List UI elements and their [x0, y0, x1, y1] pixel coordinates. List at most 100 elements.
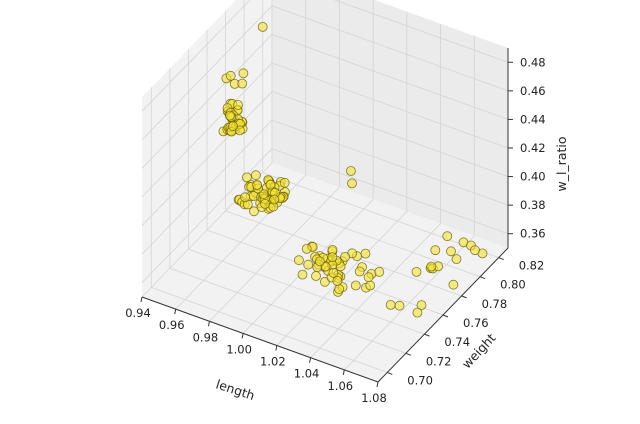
data-point [260, 198, 271, 209]
data-point [412, 307, 423, 318]
data-point [411, 266, 422, 277]
data-point [303, 259, 314, 270]
x-tick-label: 0.94 [125, 306, 151, 320]
data-point [265, 179, 276, 190]
y-tick [461, 295, 467, 299]
data-point [416, 300, 427, 311]
data-point [311, 271, 321, 281]
z-tick-label: 0.46 [520, 84, 546, 98]
z-grid-left [141, 91, 273, 226]
data-point [293, 255, 304, 266]
z-grid-back [271, 91, 509, 177]
x-tick-label: 1.04 [294, 367, 320, 381]
y-tick [405, 352, 412, 356]
data-point [269, 194, 280, 205]
data-point [225, 70, 236, 81]
z-axis-label: w_l_ratio [554, 136, 569, 191]
y-tick-label: 0.76 [463, 316, 489, 330]
z-tick-label: 0.40 [520, 170, 546, 184]
x-tick [207, 321, 210, 327]
data-point [332, 276, 343, 286]
y-tick [498, 257, 504, 261]
axis-ticks: 0.94 0.96 0.98 1.00 1.02 1.04 1.06 1.08 0.70 0.72… [125, 55, 545, 405]
y-tick-label: 0.80 [500, 278, 526, 292]
y-tick-label: 0.78 [482, 297, 508, 311]
z-grid-back [271, 119, 509, 206]
data-points [218, 21, 488, 318]
data-point [240, 192, 251, 203]
data-point [448, 279, 459, 290]
data-point [451, 254, 462, 265]
x-tick-label: 1.06 [327, 379, 353, 393]
data-point [327, 252, 338, 263]
data-point [249, 206, 259, 217]
data-point [297, 269, 308, 280]
y-tick-label: 0.72 [426, 354, 452, 368]
z-tick-label: 0.38 [520, 198, 546, 212]
x-tick [342, 369, 345, 375]
z-grid-left [141, 5, 273, 141]
data-point [233, 100, 243, 110]
x-tick [241, 333, 244, 339]
x-tick-label: 1.00 [226, 342, 252, 356]
data-point [238, 68, 249, 79]
data-point [301, 243, 312, 254]
data-point [334, 284, 345, 295]
z-grid-back [271, 5, 509, 92]
z-tick-label: 0.42 [520, 141, 546, 155]
z-grid-back [271, 34, 509, 120]
data-point [354, 266, 365, 277]
y-tick [424, 333, 430, 337]
z-tick-label: 0.48 [520, 55, 546, 69]
x-tick-label: 1.08 [361, 391, 387, 405]
z-tick-label: 0.36 [520, 227, 546, 241]
data-point [365, 280, 376, 291]
x-tick [174, 309, 177, 315]
data-point [394, 300, 405, 311]
data-point [360, 248, 371, 259]
data-point [228, 121, 238, 132]
data-point [314, 256, 325, 267]
z-grid-left [141, 0, 251, 112]
y-tick [479, 276, 486, 280]
data-point [350, 280, 361, 291]
z-grid-left [141, 62, 273, 198]
data-point [224, 110, 235, 121]
x-tick-label: 0.98 [193, 330, 219, 344]
y-grid-floor [151, 287, 388, 373]
z-grid-left [141, 148, 273, 283]
z-tick-label: 0.44 [520, 112, 546, 126]
y-grid-floor [188, 248, 425, 335]
data-point [241, 172, 252, 183]
axis-panes [142, 0, 508, 382]
data-point [470, 245, 480, 256]
x-tick [275, 345, 278, 351]
data-point [430, 245, 441, 256]
data-point [385, 299, 396, 310]
x-axis-line [141, 296, 379, 383]
data-point [340, 251, 351, 262]
data-point [426, 261, 437, 272]
z-grid-back [333, 0, 509, 63]
data-point [250, 170, 261, 181]
y-tick-label: 0.82 [519, 259, 545, 273]
data-point [442, 231, 453, 242]
data-point [328, 267, 339, 278]
z-grid-back [271, 62, 509, 149]
data-point [257, 21, 268, 32]
y-tick [387, 371, 393, 375]
x-tick-label: 0.96 [159, 318, 185, 332]
data-point [374, 266, 385, 277]
data-point [237, 78, 248, 89]
data-point [345, 166, 356, 176]
x-tick-label: 1.02 [260, 355, 286, 369]
y-grid-floor [169, 267, 406, 354]
x-tick [309, 357, 312, 363]
x-tick [376, 381, 379, 388]
x-axis-label: length [214, 376, 257, 403]
z-grid-left [141, 34, 273, 169]
data-point [279, 177, 290, 188]
y-tick-label: 0.74 [444, 335, 470, 349]
y-tick [442, 314, 449, 318]
